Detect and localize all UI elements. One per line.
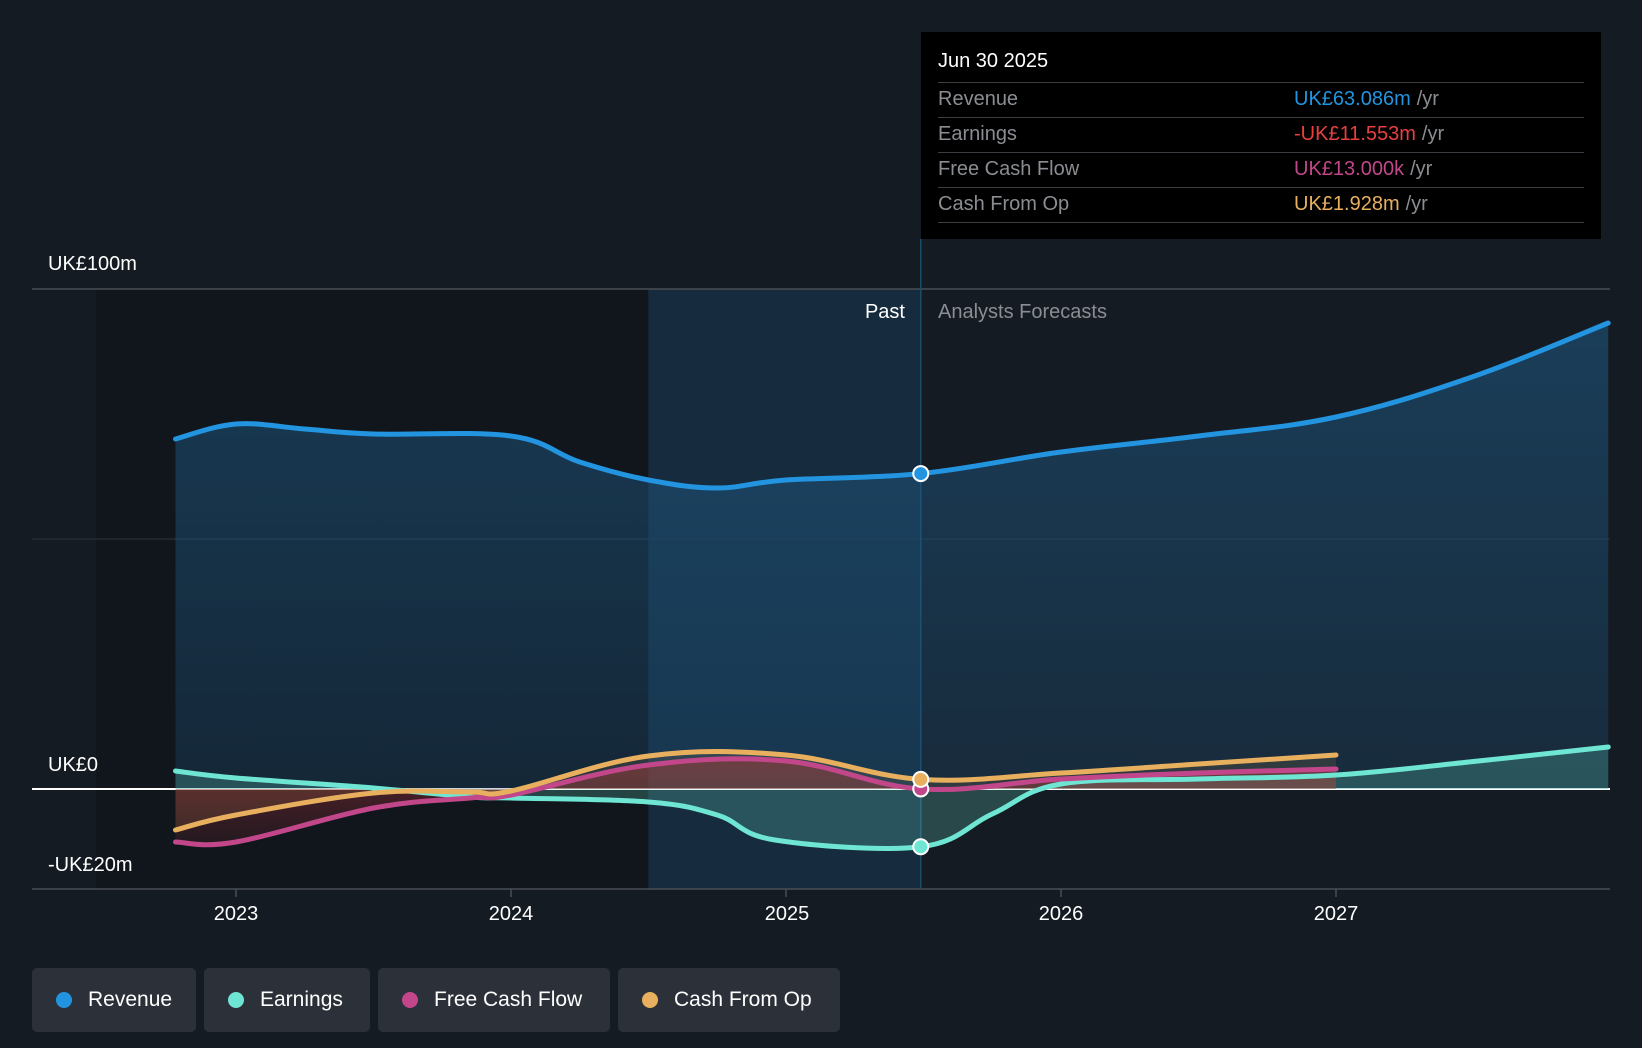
- legend-dot-icon: [642, 992, 658, 1008]
- tooltip-label: Cash From Op: [938, 193, 1070, 215]
- legend-item-cash-from-op[interactable]: Cash From Op: [618, 968, 840, 1032]
- tooltip-date: Jun 30 2025: [938, 50, 1049, 72]
- legend-label: Revenue: [88, 988, 173, 1011]
- x-tick-label-2026: 2026: [1038, 903, 1084, 925]
- legend-label: Earnings: [260, 988, 343, 1011]
- tooltip-value: UK£1.928m/yr: [1294, 193, 1428, 215]
- earnings-area: [175, 747, 1609, 849]
- legend-item-free-cash-flow[interactable]: Free Cash Flow: [378, 968, 610, 1032]
- cash-from-op-line: [173, 748, 1339, 833]
- forecast-label: Analysts Forecasts: [938, 301, 1107, 323]
- tooltip-value: UK£63.086m/yr: [1294, 88, 1439, 110]
- tooltip-row-revenue: Revenue UK£63.086m/yr: [938, 82, 1584, 117]
- tooltip-row-fcf: Free Cash Flow UK£13.000k/yr: [938, 152, 1584, 187]
- legend-dot-icon: [402, 992, 418, 1008]
- revenue-marker: [912, 465, 930, 483]
- x-tick-label-2025: 2025: [764, 903, 810, 925]
- x-tick-label-2027: 2027: [1313, 903, 1359, 925]
- past-label: Past: [864, 301, 905, 323]
- legend-dot-icon: [56, 992, 72, 1008]
- y-tick-label-neg20m: -UK£20m: [48, 854, 133, 876]
- free-cash-flow-line: [173, 756, 1339, 848]
- tooltip-row-cfo: Cash From Op UK£1.928m/yr: [938, 187, 1584, 222]
- y-tick-label-0: UK£0: [48, 754, 99, 776]
- revenue-line: [173, 320, 1611, 491]
- legend-dot-icon: [228, 992, 244, 1008]
- x-tick-label-2023: 2023: [213, 903, 259, 925]
- earnings-marker: [912, 838, 930, 856]
- x-tick-label-2024: 2024: [488, 903, 534, 925]
- y-tick-label-100m: UK£100m: [48, 253, 137, 275]
- tooltip-value: UK£13.000k/yr: [1294, 158, 1433, 180]
- tooltip-label: Free Cash Flow: [938, 158, 1080, 180]
- cash-from-op-marker: [912, 770, 930, 788]
- tooltip-label: Revenue: [938, 88, 1019, 110]
- revenue-area: [175, 323, 1609, 789]
- legend-item-revenue[interactable]: Revenue: [32, 968, 196, 1032]
- tooltip-label: Earnings: [938, 123, 1017, 145]
- tooltip-value: -UK£11.553m/yr: [1294, 123, 1445, 145]
- tooltip-row-earnings: Earnings -UK£11.553m/yr: [938, 117, 1584, 152]
- tooltip-divider: [938, 222, 1584, 223]
- legend-item-earnings[interactable]: Earnings: [204, 968, 370, 1032]
- legend-label: Cash From Op: [674, 988, 812, 1011]
- tooltip: Jun 30 2025 Revenue UK£63.086m/yr Earnin…: [921, 32, 1601, 239]
- legend-label: Free Cash Flow: [434, 988, 583, 1011]
